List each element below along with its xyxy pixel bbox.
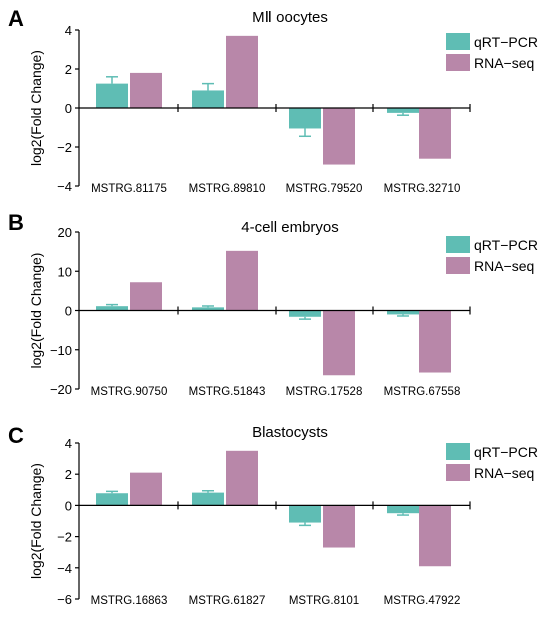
rna-seq-bar [226,35,258,108]
chart-panel-c: C Blastocysts log2(Fold Change) 4 2 0 −2 −4 −6 MS… [8,423,538,607]
y-tick-label: 0 [65,304,72,319]
y-tick-label: 4 [65,436,72,451]
rna-seq-bar [323,310,355,376]
y-axis-label: log2(Fold Change) [28,50,44,166]
y-tick-label: −4 [57,179,72,194]
qrt-pcr-bar [192,492,224,506]
y-tick-label: −2 [57,140,72,155]
rna-seq-bar [323,505,355,548]
legend-swatch-qrt-pcr [446,33,470,50]
y-tick-label: 10 [58,264,72,279]
rna-seq-bar [130,472,162,506]
y-tick-label: −4 [57,561,72,576]
y-axis-label: log2(Fold Change) [28,253,44,369]
x-category-label: MSTRG.17528 [286,386,363,398]
y-tick-label: 0 [65,498,72,513]
x-category-label: MSTRG.51843 [189,386,266,398]
legend-label: RNA−seq [474,258,534,274]
qrt-pcr-bar [387,310,419,315]
legend-swatch-rna-seq [446,464,470,481]
x-category-label: MSTRG.89810 [189,183,266,195]
qrt-pcr-bar [96,306,128,311]
qrt-pcr-bar [387,505,419,514]
x-category-label: MSTRG.32710 [384,183,461,195]
y-tick-label: 0 [65,101,72,116]
qrt-pcr-bar [96,493,128,506]
x-category-label: MSTRG.90750 [91,386,168,398]
panel-letter: B [8,210,24,235]
y-tick-label: 2 [65,467,72,482]
legend-label: RNA−seq [474,55,534,71]
x-category-label: MSTRG.67558 [384,386,461,398]
y-axis-label: log2(Fold Change) [28,463,44,579]
rna-seq-bar [130,72,162,108]
x-category-label: MSTRG.61827 [189,595,266,607]
qrt-pcr-bar [289,505,321,523]
y-tick-label: 20 [58,225,72,240]
y-tick-label: 4 [65,23,72,38]
rna-seq-bar [419,505,451,567]
panel-letter: C [8,423,24,448]
legend-label: qRT−PCR [474,34,538,50]
legend-swatch-qrt-pcr [446,443,470,460]
x-category-label: MSTRG.79520 [286,183,363,195]
legend-label: RNA−seq [474,465,534,481]
rna-seq-bar [130,282,162,311]
chart-title: 4-cell embryos [241,219,339,236]
chart-title: MⅡ oocytes [252,9,328,26]
legend-swatch-rna-seq [446,257,470,274]
rna-seq-bar [419,310,451,373]
x-category-label: MSTRG.47922 [384,595,461,607]
qrt-pcr-bar [96,83,128,108]
x-category-label: MSTRG.16863 [91,595,168,607]
x-category-label: MSTRG.8101 [289,595,359,607]
x-category-label: MSTRG.81175 [91,183,167,195]
y-tick-label: −20 [50,382,72,397]
qrt-pcr-bar [289,310,321,317]
legend-label: qRT−PCR [474,444,538,460]
legend-label: qRT−PCR [474,237,538,253]
qrt-pcr-bar [387,108,419,113]
y-tick-label: −10 [50,343,72,358]
rna-seq-bar [226,250,258,311]
qrt-pcr-bar [192,90,224,108]
qrt-pcr-bar [192,307,224,311]
y-tick-label: −6 [57,592,72,607]
panel-letter: A [8,6,24,31]
rna-seq-bar [226,450,258,506]
legend-swatch-qrt-pcr [446,236,470,253]
chart-panel-b: B 4-cell embryos log2(Fold Change) 20 10 0 −10… [8,210,538,398]
rna-seq-bar [419,108,451,159]
y-tick-label: 2 [65,62,72,77]
rna-seq-bar [323,108,355,165]
y-tick-label: −2 [57,530,72,545]
chart-title: Blastocysts [252,424,328,441]
chart-panel-a: A MⅡ oocytes log2(Fold Change) 4 2 0 −2 −4 MSTRG… [8,6,538,195]
qrt-pcr-bar [289,108,321,129]
legend-swatch-rna-seq [446,54,470,71]
